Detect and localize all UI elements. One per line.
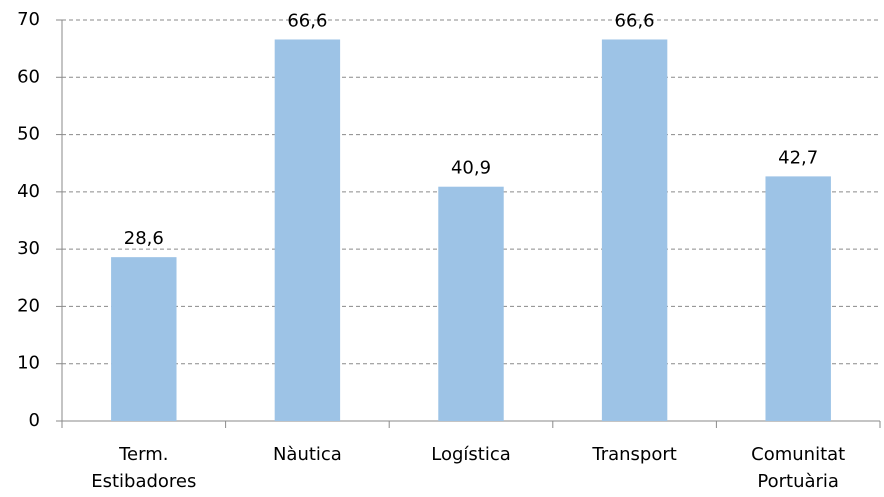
x-tick-label: Logística	[431, 444, 511, 465]
bar	[765, 176, 831, 421]
y-tick-label: 0	[29, 410, 40, 431]
y-tick-label: 30	[17, 238, 40, 259]
bar	[111, 257, 177, 421]
bar	[601, 39, 668, 421]
data-label: 28,6	[124, 228, 164, 249]
x-tick-label: Transport	[591, 444, 676, 465]
bar	[438, 186, 504, 421]
x-tick-label: Term. Estibadores	[91, 444, 196, 492]
bar	[274, 39, 341, 421]
data-label: 42,7	[778, 147, 818, 168]
data-label: 66,6	[615, 10, 655, 31]
x-tick-label: Nàutica	[273, 444, 342, 465]
y-tick-label: 50	[17, 124, 40, 145]
y-tick-label: 10	[17, 353, 40, 374]
data-label: 40,9	[451, 158, 491, 179]
y-tick-label: 20	[17, 295, 40, 316]
y-tick-label: 70	[17, 9, 40, 30]
y-tick-label: 40	[17, 181, 40, 202]
y-tick-label: 60	[17, 66, 40, 87]
x-tick-label: Comunitat Portuària	[751, 444, 845, 492]
data-label: 66,6	[287, 10, 327, 31]
